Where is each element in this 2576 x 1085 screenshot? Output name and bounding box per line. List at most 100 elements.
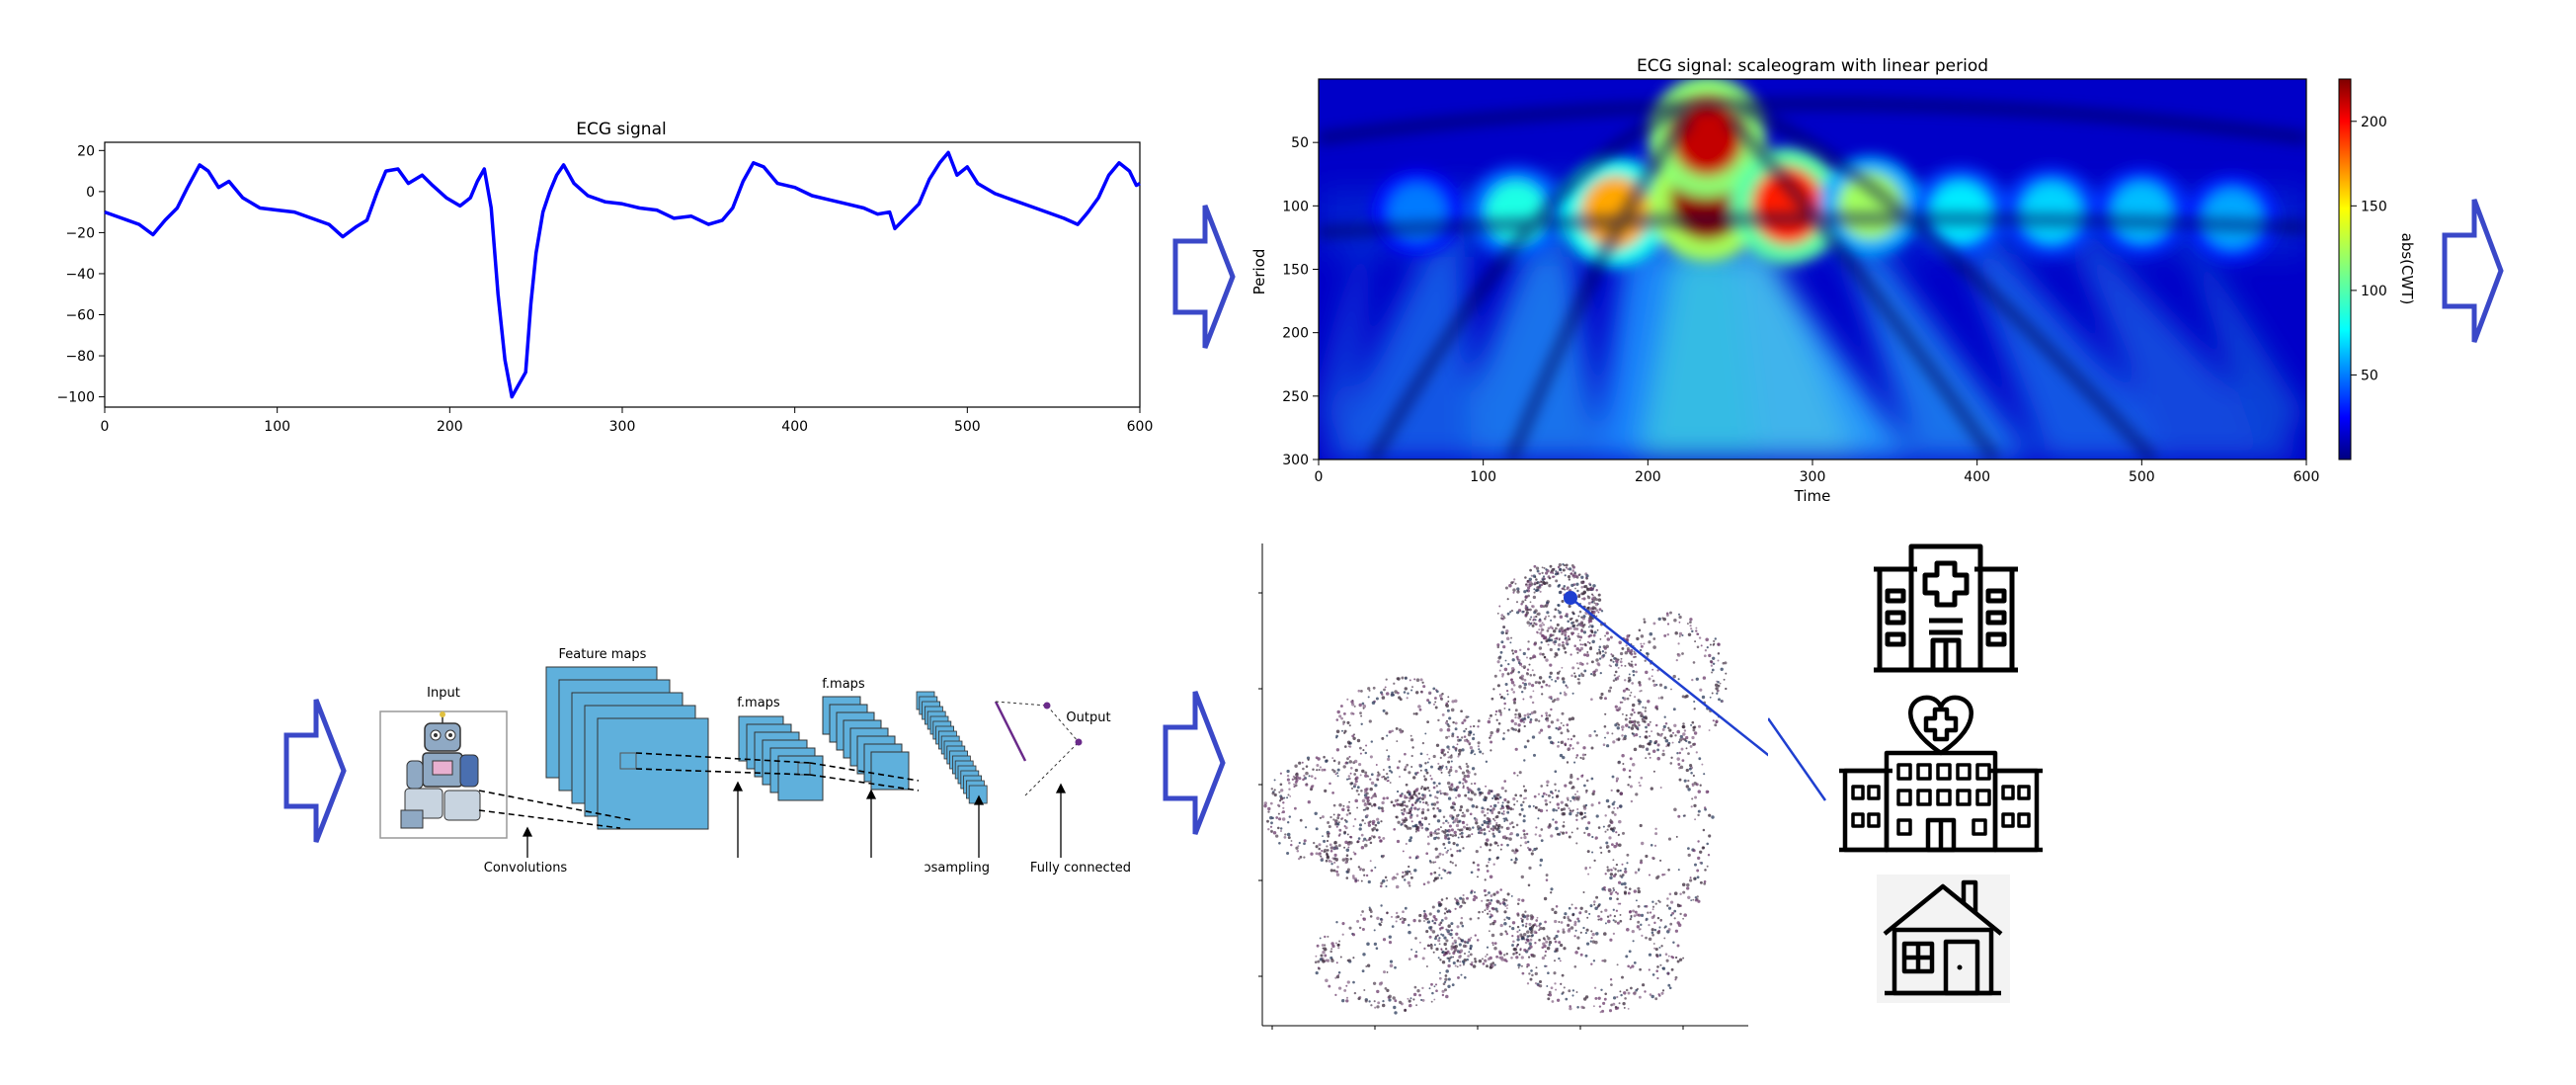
ecg-chart: ECG signal 0 100 200 300 400 500 600200−20−40−… (57, 120, 1154, 435)
scatter-point (1541, 633, 1544, 636)
scatter-point (1527, 956, 1531, 959)
scatter-point (1570, 775, 1573, 780)
scatter-point (1545, 793, 1548, 796)
scatter-point (1548, 824, 1552, 828)
scatter-point (1472, 736, 1476, 741)
scatter-point (1607, 850, 1611, 853)
scatter-point (1381, 1003, 1386, 1008)
scatter-point (1532, 595, 1537, 600)
scatter-point (1496, 900, 1500, 904)
scatter-point (1484, 798, 1488, 802)
scatter-point (1679, 734, 1683, 739)
scatter-point (1640, 859, 1643, 863)
scatter-point (1354, 798, 1358, 803)
scatter-point (1601, 960, 1604, 962)
scatter-point (1644, 990, 1647, 993)
scatter-point (1408, 1005, 1410, 1008)
scatter-point (1477, 745, 1480, 748)
scatter-point (1389, 782, 1392, 784)
scatter-point (1653, 844, 1657, 848)
scatter-point (1462, 825, 1467, 829)
scatter-point (1533, 794, 1537, 798)
scatter-point (1273, 793, 1277, 797)
scatter-point (1717, 684, 1721, 688)
scatter-point (1420, 826, 1424, 830)
scatter-point (1604, 922, 1607, 925)
scatter-point (1371, 794, 1375, 798)
scatter-point (1568, 567, 1572, 571)
scatter-point (1463, 735, 1467, 738)
scatter-point (1450, 760, 1453, 763)
scatter-point (1512, 588, 1516, 592)
scatter-point (1454, 699, 1458, 704)
scatter-point (1672, 674, 1676, 679)
scatter-point (1678, 621, 1681, 624)
scatter-point (1474, 782, 1477, 786)
scatter-point (1548, 615, 1550, 618)
scatter-point (1563, 986, 1566, 989)
scatter-point (1613, 844, 1617, 849)
scatter-point (1295, 773, 1299, 777)
scatter-point (1577, 595, 1581, 599)
scatter-point (1615, 909, 1619, 912)
scatter-point (1434, 847, 1438, 851)
scatter-point (1489, 848, 1491, 852)
scatter-point (1288, 788, 1291, 791)
scatter-point (1514, 715, 1517, 719)
scatter-point (1377, 806, 1381, 810)
scatter-point (1437, 939, 1441, 943)
scatter-point (1563, 564, 1567, 567)
scatter-point (1393, 803, 1397, 807)
scatter-point (1429, 831, 1433, 835)
scatter-point (1486, 893, 1489, 896)
scatter-point (1357, 793, 1360, 796)
scatter-point (1584, 866, 1588, 870)
scatter-point (1489, 843, 1492, 847)
scatter-point (1474, 753, 1477, 756)
scatter-point (1571, 574, 1574, 577)
scatter-point (1453, 939, 1457, 943)
scatter-point (1325, 959, 1328, 962)
scatter-point (1523, 948, 1527, 953)
scatter-point (1586, 916, 1589, 919)
scatter-point (1698, 636, 1702, 639)
scatter-point (1344, 761, 1348, 765)
scatter-point (1399, 730, 1404, 734)
scatter-point (1554, 643, 1556, 646)
scatter-point (1349, 772, 1352, 775)
scatter-point (1330, 942, 1334, 946)
scatter-point (1560, 831, 1563, 834)
scatter-point (1286, 851, 1290, 856)
scatter-point (1706, 865, 1709, 868)
scatter-point (1548, 675, 1552, 679)
scatter-point (1445, 735, 1449, 739)
scatter-point (1545, 639, 1549, 643)
scatter-point (1505, 899, 1508, 902)
scatter-point (1397, 691, 1400, 695)
scatter-point (1560, 571, 1563, 574)
scatter-point (1492, 688, 1495, 691)
scatter-point (1364, 796, 1367, 799)
scatter-point (1335, 729, 1340, 734)
scatter-point (1447, 696, 1450, 699)
scatter-point (1647, 700, 1650, 704)
scatter-point (1549, 571, 1553, 574)
scatter-point (1379, 923, 1382, 927)
scatter-point (1499, 713, 1502, 716)
scatter-point (1520, 956, 1524, 960)
scatter-point (1299, 818, 1303, 822)
scatter-point (1394, 965, 1397, 969)
scatter-point (1328, 832, 1330, 835)
scatter-point (1383, 688, 1386, 692)
scatter-point (1355, 776, 1359, 781)
scatter-point (1526, 938, 1530, 942)
scatter-point (1438, 808, 1442, 813)
scatter-point (1650, 915, 1654, 920)
scatter-point (1621, 874, 1625, 876)
scatter-point (1455, 747, 1458, 750)
scatter-point (1606, 637, 1611, 641)
scatter-point (1448, 716, 1452, 720)
scatter-point (1491, 807, 1495, 811)
scatter-point (1703, 773, 1706, 776)
scatter-point (1350, 787, 1354, 790)
